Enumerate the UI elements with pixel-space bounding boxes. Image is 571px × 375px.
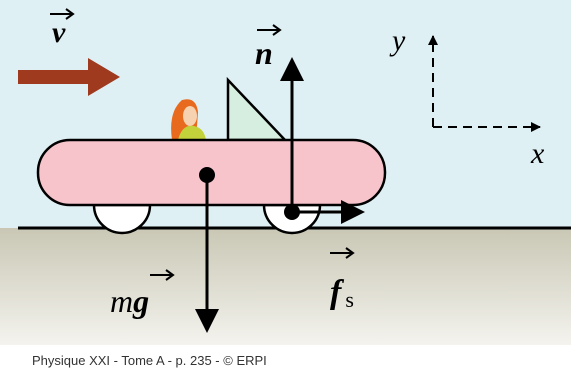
caption: Physique XXI - Tome A - p. 235 - © ERPI (32, 353, 267, 368)
friction-sub: s (345, 287, 354, 312)
center-of-mass (199, 167, 215, 183)
x-axis-label: x (530, 137, 545, 170)
weight-g: g (132, 283, 149, 319)
contact-point (284, 204, 300, 220)
weight-label: mg (110, 283, 149, 319)
ground (0, 228, 571, 345)
weight-m: m (110, 283, 133, 319)
y-axis-label: y (389, 24, 406, 57)
driver-face (183, 106, 197, 126)
diagram: v n mg fs y x Physique XXI - Tome A - p.… (0, 0, 571, 375)
velocity-label: v (52, 16, 66, 49)
normal-label: n (255, 35, 273, 71)
